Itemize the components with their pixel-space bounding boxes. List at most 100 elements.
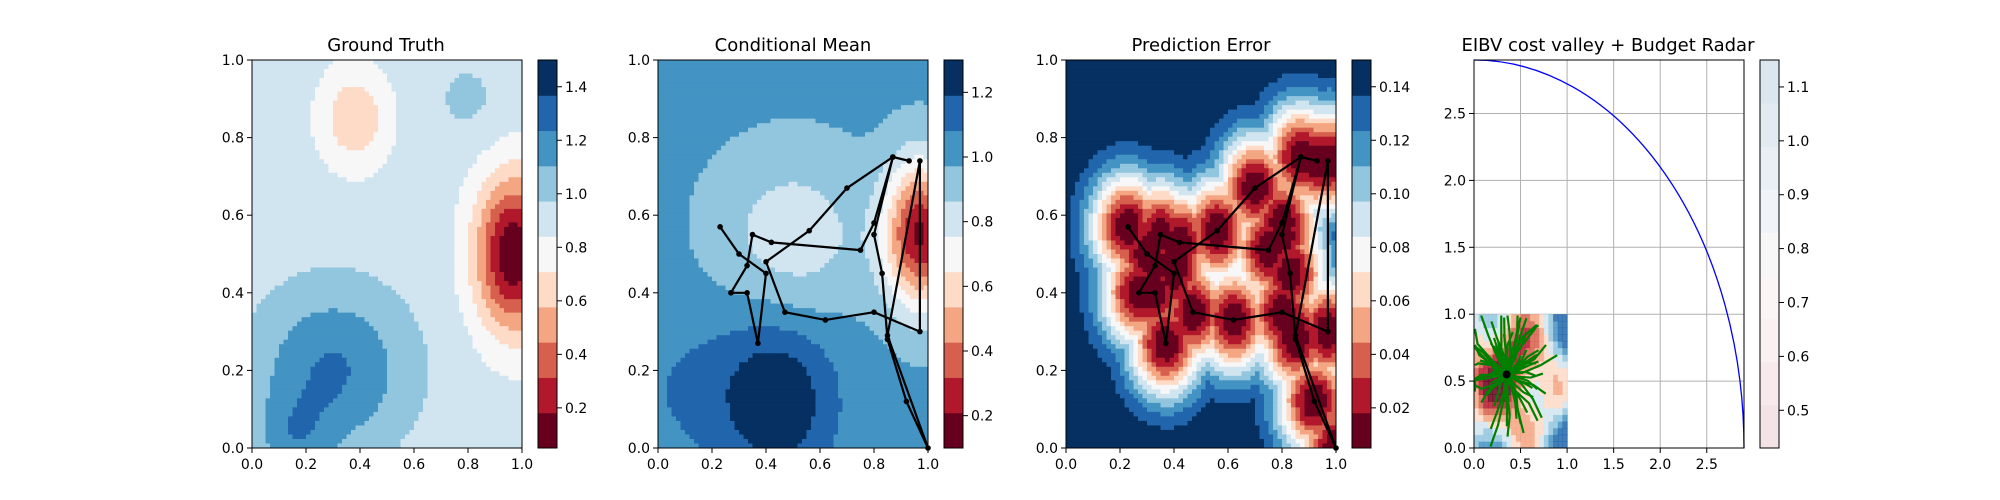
heatmap-cell: [396, 235, 402, 242]
heatmap-cell: [454, 353, 460, 359]
heatmap-cell: [468, 357, 474, 363]
heatmap-cell: [265, 208, 271, 214]
heatmap-cell: [468, 348, 474, 354]
heatmap-cell: [342, 87, 348, 93]
heatmap-cell: [337, 69, 343, 75]
heatmap-cell: [396, 420, 402, 427]
heatmap-cell: [459, 96, 465, 102]
heatmap-cell: [513, 308, 519, 314]
heatmap-cell: [463, 208, 469, 214]
heatmap-cell: [436, 308, 442, 314]
heatmap-cell: [297, 91, 303, 97]
heatmap-cell: [333, 213, 339, 219]
heatmap-cell: [504, 109, 510, 115]
heatmap-cell: [333, 222, 339, 228]
heatmap-cell: [396, 393, 402, 399]
heatmap-cell: [279, 168, 285, 174]
heatmap-cell: [369, 132, 375, 138]
heatmap-cell: [495, 398, 501, 404]
heatmap-cell: [333, 339, 339, 345]
heatmap-cell: [477, 114, 483, 120]
heatmap-cell: [373, 285, 379, 291]
heatmap-cell: [364, 389, 370, 395]
heatmap-cell: [486, 78, 492, 84]
heatmap-cell: [324, 159, 330, 165]
heatmap-cell: [486, 136, 492, 142]
heatmap-cell: [409, 429, 415, 436]
heatmap-cell: [310, 231, 316, 237]
heatmap-cell: [256, 281, 262, 287]
heatmap-cell: [400, 226, 406, 233]
heatmap-cell: [360, 64, 366, 70]
heatmap-cell: [517, 87, 522, 93]
heatmap-cell: [499, 290, 505, 296]
heatmap-cell: [517, 141, 522, 147]
heatmap-cell: [450, 195, 456, 201]
heatmap-cell: [468, 425, 474, 431]
heatmap-cell: [382, 308, 388, 314]
heatmap-cell: [432, 294, 438, 300]
heatmap-cell: [423, 96, 429, 102]
heatmap-cell: [400, 163, 406, 169]
heatmap-cell: [333, 82, 339, 88]
heatmap-cell: [261, 69, 267, 75]
heatmap-cell: [481, 326, 487, 332]
heatmap-cell: [337, 290, 343, 296]
heatmap-cell: [319, 199, 325, 205]
heatmap-cell: [337, 82, 343, 88]
heatmap-cell: [364, 407, 370, 413]
heatmap-cell: [427, 60, 433, 66]
heatmap-cell: [418, 326, 424, 332]
heatmap-cell: [364, 177, 370, 183]
heatmap-cell: [513, 244, 519, 251]
heatmap-cell: [508, 299, 514, 305]
heatmap-cell: [378, 281, 384, 287]
heatmap-cell: [288, 118, 294, 124]
heatmap-cell: [292, 177, 298, 183]
heatmap-cell: [409, 87, 415, 93]
heatmap-cell: [292, 380, 298, 386]
heatmap-cell: [499, 425, 505, 431]
heatmap-cell: [252, 389, 258, 395]
heatmap-cell: [472, 357, 478, 363]
heatmap-cell: [292, 420, 298, 427]
heatmap-cell: [472, 398, 478, 404]
heatmap-cell: [463, 136, 469, 142]
heatmap-cell: [450, 136, 456, 142]
heatmap-cell: [463, 231, 469, 237]
heatmap-cell: [279, 281, 285, 287]
heatmap-cell: [333, 380, 339, 386]
heatmap-cell: [513, 294, 519, 300]
heatmap-cell: [364, 420, 370, 427]
heatmap-cell: [481, 177, 487, 183]
heatmap-cell: [517, 69, 522, 75]
heatmap-cell: [391, 407, 397, 413]
heatmap-cell: [517, 425, 522, 431]
heatmap-cell: [283, 136, 289, 142]
heatmap-cell: [486, 244, 492, 251]
heatmap-cell: [490, 231, 496, 237]
heatmap-cell: [486, 118, 492, 124]
heatmap-cell: [414, 254, 420, 260]
heatmap-cell: [346, 195, 352, 201]
heatmap-cell: [346, 217, 352, 224]
heatmap-cell: [265, 60, 271, 66]
heatmap-cell: [481, 64, 487, 70]
heatmap-cell: [270, 213, 276, 219]
heatmap-cell: [337, 195, 343, 201]
heatmap-cell: [495, 420, 501, 427]
heatmap-cell: [315, 375, 321, 381]
heatmap-cell: [328, 73, 334, 79]
heatmap-cell: [436, 362, 442, 368]
heatmap-cell: [310, 181, 316, 187]
heatmap-cell: [423, 150, 429, 156]
heatmap-cell: [490, 123, 496, 129]
heatmap-cell: [513, 181, 519, 187]
heatmap-cell: [459, 100, 465, 106]
heatmap-cell: [409, 132, 415, 138]
heatmap-cell: [360, 177, 366, 183]
heatmap-cell: [378, 344, 384, 350]
heatmap-cell: [454, 186, 460, 192]
heatmap-cell: [432, 267, 438, 273]
heatmap-cell: [337, 375, 343, 381]
